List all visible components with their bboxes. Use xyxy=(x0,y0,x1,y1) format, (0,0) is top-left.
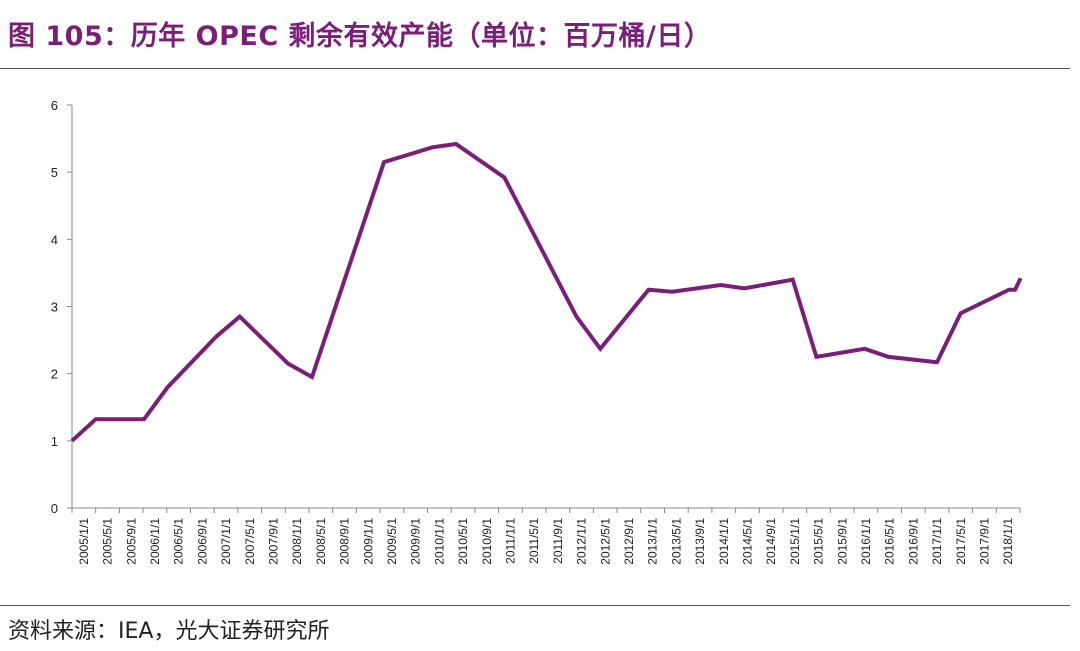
x-tick-label: 2016/9/1 xyxy=(906,518,920,565)
x-tick-label: 2010/1/1 xyxy=(432,518,446,565)
bottom-rule xyxy=(0,605,1070,606)
y-tick-label: 4 xyxy=(51,232,58,247)
x-tick-label: 2009/5/1 xyxy=(385,518,399,565)
x-tick-label: 2008/5/1 xyxy=(314,518,328,565)
x-tick-label: 2010/5/1 xyxy=(456,518,470,565)
source-note: 资料来源：IEA，光大证券研究所 xyxy=(8,619,330,644)
x-tick-label: 2012/9/1 xyxy=(622,518,636,565)
x-tick-label: 2013/5/1 xyxy=(669,518,683,565)
x-tick-label: 2005/9/1 xyxy=(124,518,138,565)
x-tick-label: 2007/9/1 xyxy=(266,518,280,565)
x-tick-label: 2011/5/1 xyxy=(527,518,541,564)
x-tick-label: 2014/5/1 xyxy=(740,518,754,565)
series-layer xyxy=(70,141,1023,443)
x-tick-label: 2015/9/1 xyxy=(835,518,849,565)
y-tick-label: 0 xyxy=(51,501,58,516)
x-tick-label: 2017/1/1 xyxy=(930,518,944,565)
axes xyxy=(71,105,1020,509)
top-rule xyxy=(0,68,1070,69)
x-tick-label: 2006/5/1 xyxy=(172,518,186,565)
x-tick-label: 2018/1/1 xyxy=(1001,518,1015,565)
x-tick-label: 2011/9/1 xyxy=(551,518,565,564)
x-tick-label: 2008/9/1 xyxy=(338,518,352,565)
y-tick-label: 1 xyxy=(51,434,58,449)
x-tick-label: 2012/5/1 xyxy=(598,518,612,565)
x-tick-label: 2005/1/1 xyxy=(77,518,91,565)
x-tick-label: 2011/1/1 xyxy=(503,518,517,564)
x-tick-label: 2016/1/1 xyxy=(859,518,873,565)
x-tick-label: 2008/1/1 xyxy=(290,518,304,565)
x-tick-label: 2014/9/1 xyxy=(764,518,778,565)
x-tick-label: 2017/5/1 xyxy=(954,518,968,565)
y-tick-label: 6 xyxy=(51,98,58,113)
x-tick-label: 2016/5/1 xyxy=(883,518,897,565)
x-tick-label: 2006/1/1 xyxy=(148,518,162,565)
y-tick-label: 2 xyxy=(51,367,58,382)
x-tick-label: 2015/5/1 xyxy=(812,518,826,565)
x-tick-label: 2013/9/1 xyxy=(693,518,707,565)
x-tick-label: 2010/9/1 xyxy=(480,518,494,565)
figure-title: 图 105：历年 OPEC 剩余有效产能（单位：百万桶/日） xyxy=(8,21,712,52)
x-axis-ticks: 2005/1/1 2005/5/1 2005/9/1 2006/1/1 2006/5/1… xyxy=(71,508,1021,565)
x-tick-label: 2009/1/1 xyxy=(361,518,375,565)
y-tick-label: 3 xyxy=(51,300,58,315)
x-tick-label: 2006/9/1 xyxy=(195,518,209,565)
y-tick-label: 5 xyxy=(51,165,58,180)
x-tick-label: 2007/1/1 xyxy=(219,518,233,565)
x-tick-label: 2015/1/1 xyxy=(788,518,802,565)
x-tick-label: 2014/1/1 xyxy=(717,518,731,565)
x-tick-label: 2007/5/1 xyxy=(243,518,257,565)
y-axis-ticks: 0 1 2 3 4 5 6 xyxy=(51,98,72,516)
x-tick-label: 2017/9/1 xyxy=(977,518,991,565)
x-tick-label: 2012/1/1 xyxy=(575,518,589,565)
x-tick-label: 2013/1/1 xyxy=(646,518,660,565)
x-tick-label: 2009/9/1 xyxy=(409,518,423,565)
x-tick-label: 2005/5/1 xyxy=(101,518,115,565)
series-line xyxy=(70,141,1023,443)
